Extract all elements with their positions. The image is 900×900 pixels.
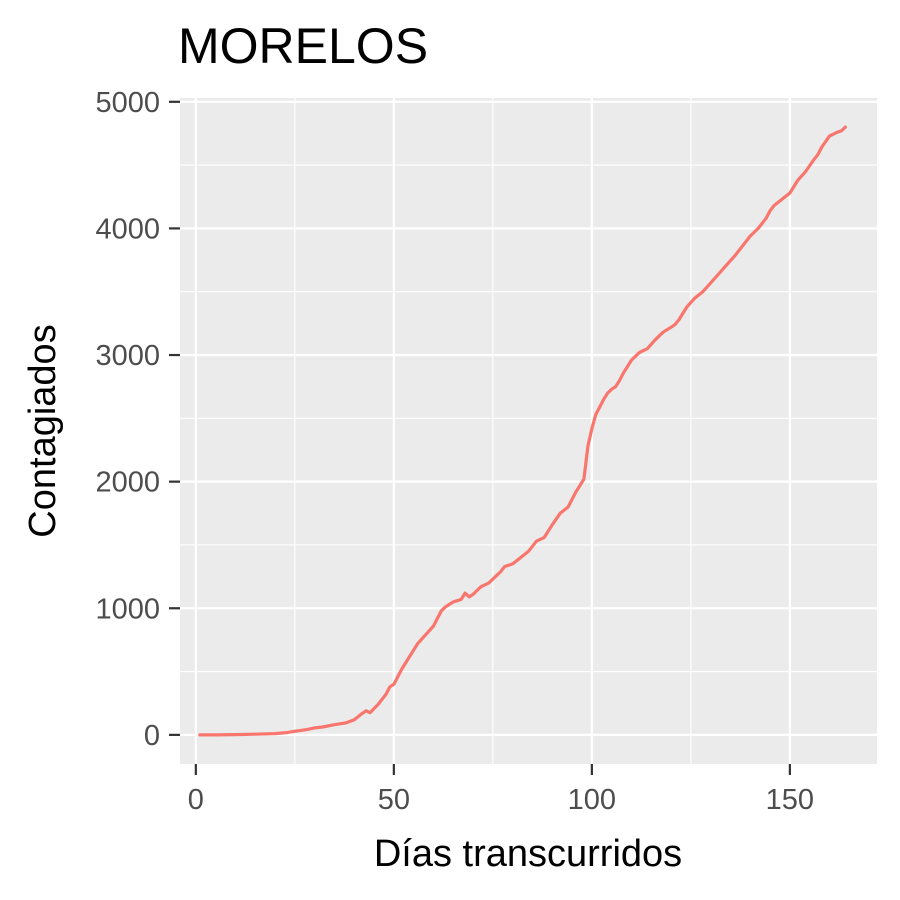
grid-major (180, 98, 877, 764)
plot-panel (180, 98, 877, 764)
y-tick-label: 2000 (95, 467, 160, 499)
x-tick-label: 50 (378, 784, 410, 816)
x-axis: 0 50 100 150 (188, 764, 814, 816)
y-tick-label: 0 (144, 720, 160, 752)
chart-title: MORELOS (178, 18, 428, 74)
y-tick-label: 1000 (95, 593, 160, 625)
x-axis-title: Días transcurridos (374, 833, 682, 875)
y-tick-label: 5000 (95, 87, 160, 119)
y-tick-label: 4000 (95, 213, 160, 245)
series-line (198, 125, 847, 737)
x-tick-label: 150 (766, 784, 814, 816)
series-layer (198, 125, 847, 737)
x-tick-label: 100 (568, 784, 616, 816)
y-axis: 0 1000 2000 3000 4000 5000 (95, 87, 180, 752)
x-tick-label: 0 (188, 784, 204, 816)
y-tick-label: 3000 (95, 340, 160, 372)
grid-minor (180, 98, 877, 764)
y-axis-title: Contagiados (22, 324, 64, 537)
